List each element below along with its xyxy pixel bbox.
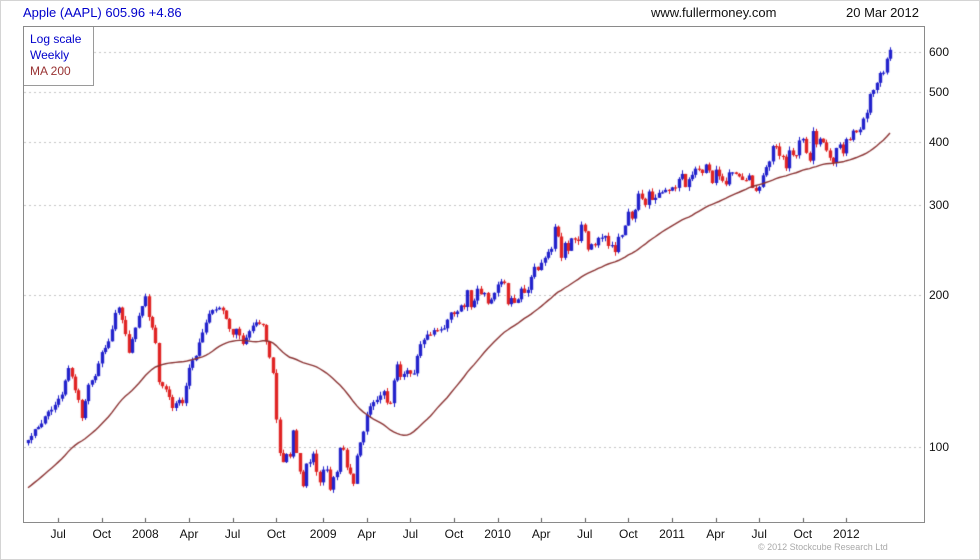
x-axis-label: 2012 [833,527,860,541]
legend-log-scale: Log scale [30,32,82,46]
x-axis-label: 2008 [132,527,159,541]
x-axis-label: 2009 [309,527,337,541]
instrument-title: Apple (AAPL) 605.96 +4.86 [23,5,182,20]
x-axis-label: Oct [266,527,286,541]
x-axis-label: Jul [577,527,593,541]
y-axis-label: 500 [929,85,950,100]
price-change: +4.86 [148,5,182,20]
x-axis-label: Oct [793,527,813,541]
x-axis-label: Oct [92,527,112,541]
x-axis-label: Oct [619,527,638,541]
x-axis-label: Oct [444,527,464,541]
legend-ma-200: MA 200 [30,64,71,78]
x-axis-label: Jul [402,527,419,541]
x-axis-label: Apr [179,527,199,541]
y-axis-label: 400 [929,134,950,149]
y-axis-label: 300 [929,198,950,213]
price-chart-canvas [24,27,924,522]
chart-legend: Log scale Weekly MA 200 [24,27,95,86]
x-axis-label: Jul [50,527,66,541]
x-axis-label: 2011 [659,527,685,541]
website-text: www.fullermoney.com [651,5,777,20]
y-axis-label: 100 [929,440,950,455]
x-axis-label: Jul [224,527,241,541]
x-axis-label: Jul [751,527,767,541]
y-axis-label: 200 [929,287,950,302]
y-axis-label: 600 [929,45,950,60]
x-axis-label: Apr [531,527,551,541]
price-chart: Log scale Weekly MA 200 [23,26,925,523]
instrument-name-price: Apple (AAPL) 605.96 [23,5,146,20]
x-axis-label: Apr [706,527,725,541]
chart-date: 20 Mar 2012 [846,5,919,20]
copyright-notice: © 2012 Stockcube Research Ltd [758,542,888,552]
x-axis-label: Apr [357,527,377,541]
legend-weekly: Weekly [30,48,70,62]
x-axis-label: 2010 [484,527,511,541]
